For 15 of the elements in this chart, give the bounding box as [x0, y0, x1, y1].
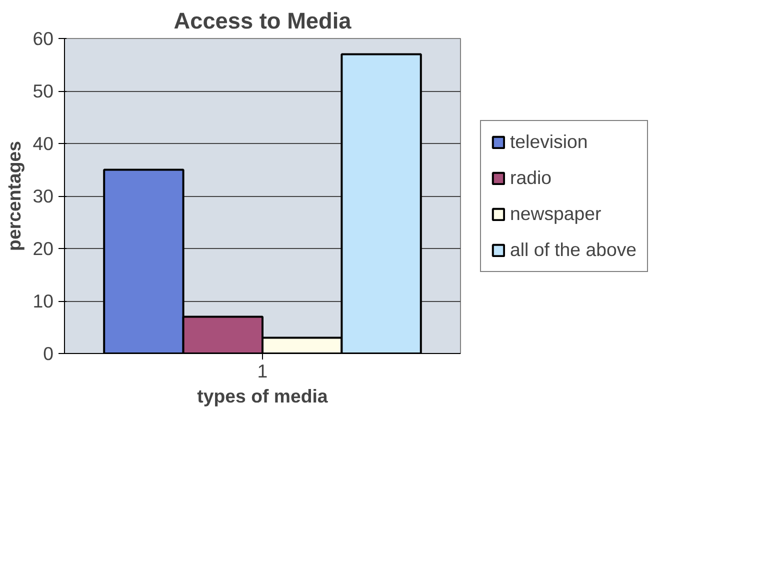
y-tick-label: 50 [32, 80, 54, 102]
y-tick-label: 10 [32, 290, 54, 312]
legend-label: radio [510, 166, 552, 188]
x-tick-label: 1 [257, 360, 268, 382]
y-tick-label: 60 [32, 28, 54, 49]
x-axis-title: types of media [197, 386, 328, 406]
y-tick-label: 30 [32, 186, 54, 206]
y-tick-label: 0 [43, 343, 54, 364]
legend-label: all of the above [510, 238, 637, 260]
y-tick-label: 40 [32, 133, 54, 154]
chart-title: Access to Media [174, 8, 352, 34]
legend-label: television [510, 130, 588, 152]
legend-label: newspaper [510, 202, 602, 224]
y-axis-title: percentages [4, 141, 25, 251]
y-tick-label: 20 [32, 238, 54, 259]
